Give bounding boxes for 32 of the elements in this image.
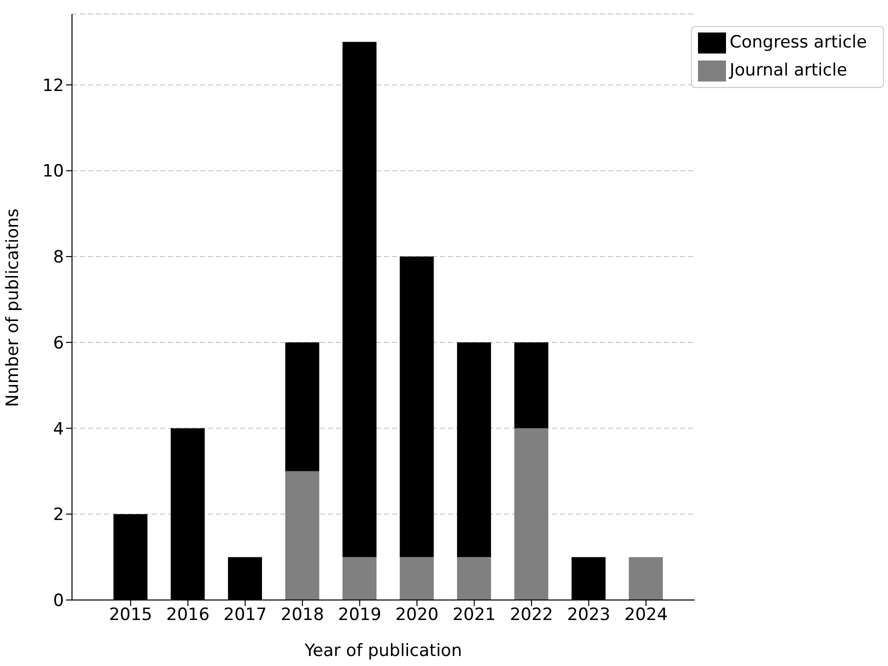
bar: [342, 557, 377, 600]
bar: [514, 342, 548, 428]
y-tick-label: 6: [53, 333, 64, 354]
y-tick-label: 12: [42, 76, 64, 96]
x-tick-label: 2023: [567, 605, 610, 626]
x-tick-label: 2019: [338, 605, 382, 626]
bar: [628, 557, 663, 600]
x-tick-label: 2017: [224, 605, 267, 626]
legend-label: Congress article: [730, 32, 867, 53]
y-tick-label: 0: [53, 591, 64, 612]
x-tick-label: 2021: [452, 605, 496, 626]
legend-label: Journal article: [730, 60, 848, 81]
x-axis-title: Year of publication: [304, 641, 462, 661]
x-tick-label: 2018: [280, 605, 324, 626]
bar: [400, 557, 434, 600]
bar: [457, 557, 492, 600]
x-tick-label: 2024: [624, 605, 668, 626]
y-tick-label: 4: [53, 419, 64, 440]
x-tick-label: 2022: [510, 605, 554, 626]
bar: [400, 256, 434, 558]
y-tick-label: 10: [42, 162, 64, 182]
x-tick-label: 2016: [166, 605, 210, 626]
bar: [514, 428, 548, 600]
bar: [342, 42, 377, 558]
x-tick-label: 2020: [395, 605, 439, 626]
y-tick-label: 8: [53, 248, 64, 268]
y-axis-title: Number of publications: [3, 208, 24, 407]
bar: [457, 342, 492, 558]
y-tick-label: 2: [53, 505, 64, 526]
x-tick-label: 2015: [109, 605, 152, 626]
bar: [285, 471, 320, 600]
bar: [285, 342, 320, 472]
